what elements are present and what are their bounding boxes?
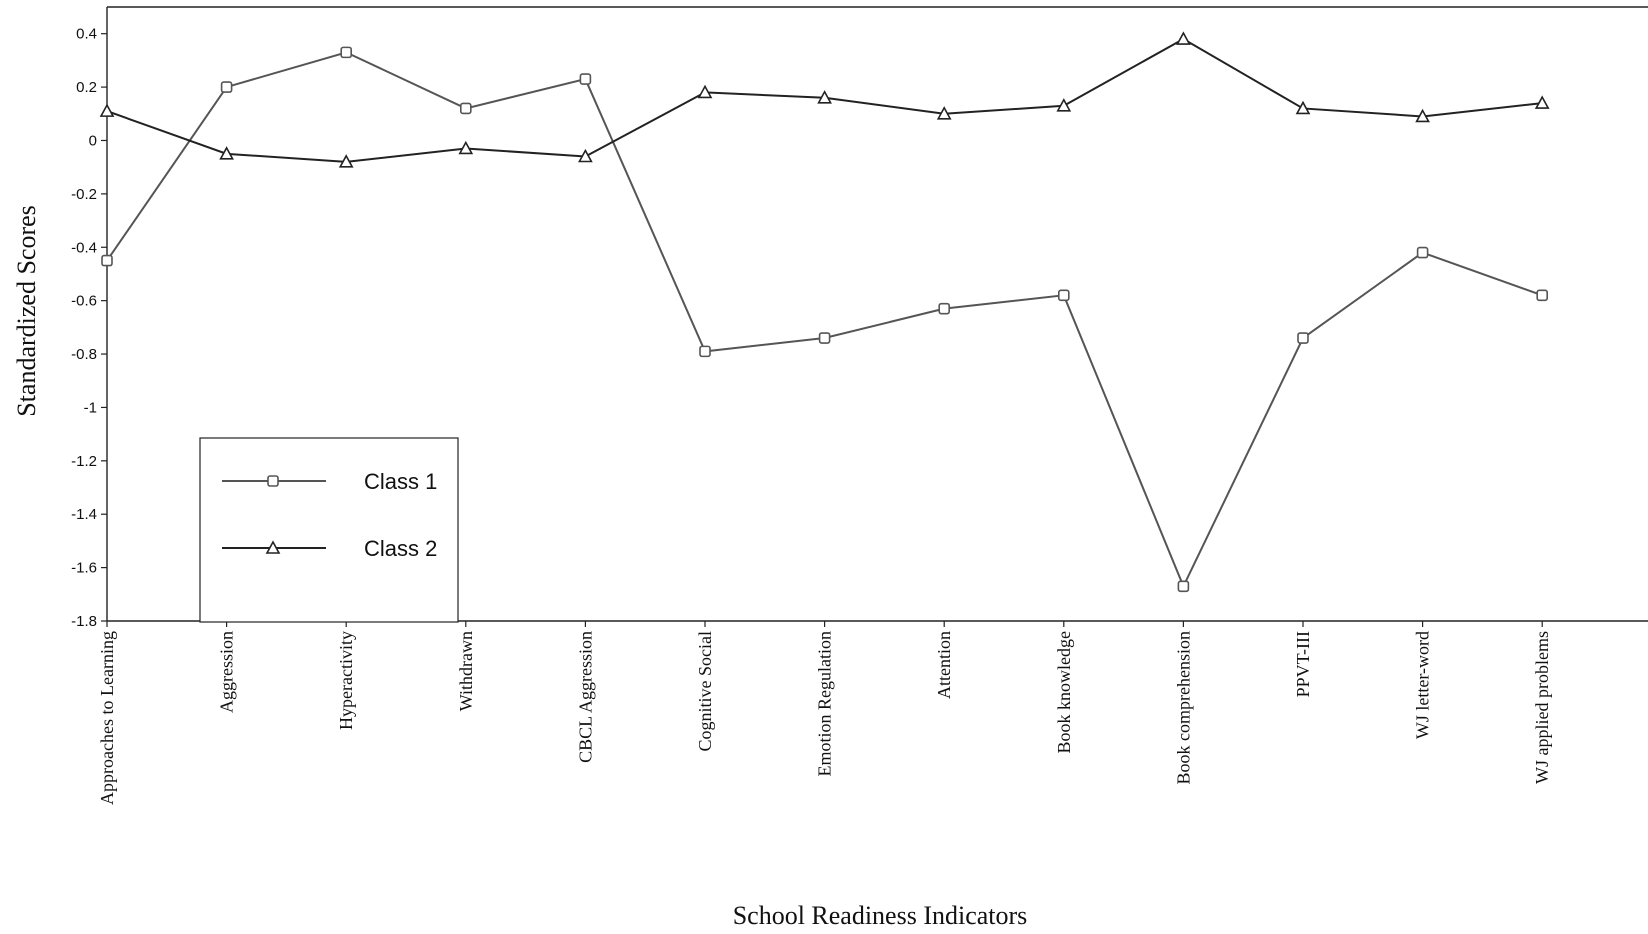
data-point-class-1 [1416,246,1429,259]
data-point-class-1 [1177,580,1190,593]
legend-marker-class-1 [267,475,279,487]
data-point-class-1 [220,81,233,93]
x-tick-label: Attention [934,631,954,699]
y-tick-label: -0.6 [71,293,97,310]
x-tick-label: WJ applied problems [1532,631,1552,784]
data-point-class-2 [1056,98,1072,112]
data-point-class-2 [1295,100,1311,115]
data-point-class-2 [1534,95,1550,109]
y-tick-label: 0.4 [76,26,97,43]
legend-label-class-1: Class 1 [364,469,437,494]
x-tick-label: Aggression [217,631,237,713]
y-tick-label: -1.8 [71,613,97,630]
y-tick-label: -0.8 [71,346,97,363]
y-tick-label: -1 [84,399,97,416]
y-tick-label: -0.4 [71,239,97,256]
data-point-class-1 [340,46,353,59]
data-point-class-2 [219,146,234,160]
x-tick-label: Emotion Regulation [815,631,835,777]
y-tick-label: -1.4 [71,506,97,523]
data-point-class-2 [99,103,115,117]
y-tick-label: -1.6 [71,560,97,577]
x-tick-label: Approaches to Learning [97,631,117,805]
data-point-class-1 [459,102,472,115]
legend: Class 1 Class 2 [199,437,459,623]
x-tick-label: Book comprehension [1173,631,1193,784]
x-tick-label: Hyperactivity [336,631,356,730]
x-tick-label: Withdrawn [456,631,476,711]
data-point-class-2 [458,140,474,155]
legend-box [199,437,459,623]
legend-label-class-2: Class 2 [364,536,437,561]
x-tick-label: Book knowledge [1054,631,1074,753]
data-point-class-1 [1536,289,1548,302]
x-tick-label: PPVT-III [1293,631,1313,697]
x-tick-label: Cognitive Social [695,631,715,752]
data-point-class-2 [697,84,713,99]
data-point-class-2 [936,106,952,120]
series-layer [99,31,1550,593]
x-tick-label: WJ letter-word [1413,631,1433,739]
data-point-class-2 [1415,108,1430,123]
data-point-class-2 [578,148,593,163]
y-tick-label: -1.2 [71,453,97,470]
y-axis-title: Standardized Scores [12,205,41,417]
legend-marker-class-2 [265,540,281,554]
y-tick-label: 0 [89,132,97,149]
x-axis-title: School Readiness Indicators [733,901,1028,930]
data-point-class-1 [938,302,951,315]
data-point-class-1 [699,345,711,358]
x-tick-label: CBCL Aggression [575,631,595,763]
data-point-class-2 [1176,31,1191,45]
data-point-class-1 [1297,332,1309,344]
axes: 0.4 0.2 0 -0.2 -0.4 -0.6 -0.8 -1 -1.2 -1.4 -1.6 -1.… [71,6,1648,805]
data-point-class-1 [579,73,592,85]
data-point-class-1 [818,332,831,344]
y-tick-label: -0.2 [71,186,97,203]
data-point-class-2 [817,90,832,104]
y-tick-label: 0.2 [76,79,97,96]
data-point-class-1 [1058,289,1070,302]
data-point-class-2 [338,154,354,168]
data-point-class-1 [101,254,113,267]
